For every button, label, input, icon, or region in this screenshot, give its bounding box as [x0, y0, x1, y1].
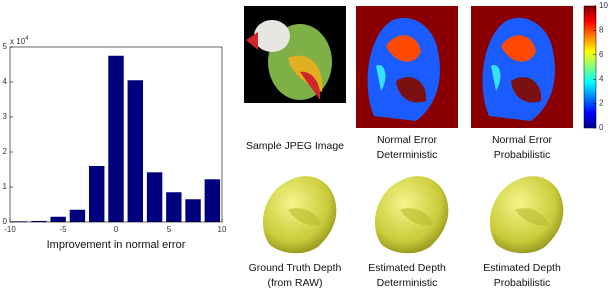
panel-caption: Normal Error: [377, 134, 438, 146]
panel-caption: Estimated Depth: [483, 262, 561, 274]
bar: [204, 179, 221, 222]
multiplier-base: x 10: [10, 37, 26, 46]
bar: [108, 55, 124, 222]
panel-caption: Probabilistic: [494, 149, 551, 161]
depth-render: [262, 176, 337, 254]
panel-caption: Ground Truth Depth: [249, 262, 342, 274]
panel-caption: Deterministic: [377, 149, 438, 161]
x-tick-label: -10: [4, 225, 16, 234]
bar: [146, 172, 163, 222]
x-tick-label: -5: [59, 225, 67, 234]
bar: [69, 209, 86, 222]
y-tick-label: 1: [3, 182, 8, 191]
colorbar-tick-label: 0: [599, 123, 604, 132]
x-axis-label: Improvement in normal error: [47, 239, 186, 251]
y-tick-label: 2: [3, 147, 8, 156]
panel-caption: Estimated Depth: [368, 262, 446, 274]
bar: [88, 166, 105, 222]
bar: [166, 192, 182, 222]
colorbar: [583, 5, 597, 129]
panel-caption: Sample JPEG Image: [246, 140, 344, 152]
photo: [244, 6, 346, 103]
x-tick-label: 0: [114, 225, 119, 234]
multiplier-exponent: 4: [25, 36, 29, 42]
bar: [31, 220, 47, 222]
colorbar-tick-label: 10: [599, 1, 608, 10]
axis-multiplier: x 104: [10, 36, 29, 47]
depth-render: [489, 176, 564, 254]
y-tick-label: 0: [3, 217, 8, 226]
panel-caption: Normal Error: [492, 134, 553, 146]
y-tick-label: 3: [3, 112, 8, 121]
bar: [11, 221, 28, 222]
y-tick-label: 5: [3, 42, 8, 51]
panel-caption: Probabilistic: [494, 277, 551, 289]
colorbar-tick-label: 8: [599, 26, 604, 35]
panel-caption: (from RAW): [267, 277, 322, 289]
x-tick-label: 10: [218, 225, 227, 234]
bar: [127, 80, 144, 222]
colorbar-tick-label: 4: [599, 74, 604, 83]
depth-render: [374, 176, 449, 254]
y-tick-label: 4: [3, 77, 8, 86]
panel-caption: Deterministic: [377, 277, 438, 289]
colorbar-tick-label: 6: [599, 50, 604, 59]
bar: [185, 199, 201, 222]
error-map: [356, 6, 458, 128]
bar: [50, 216, 66, 222]
colorbar-tick-label: 2: [599, 99, 604, 108]
x-tick-label: 5: [167, 225, 172, 234]
error-map: [471, 6, 573, 128]
